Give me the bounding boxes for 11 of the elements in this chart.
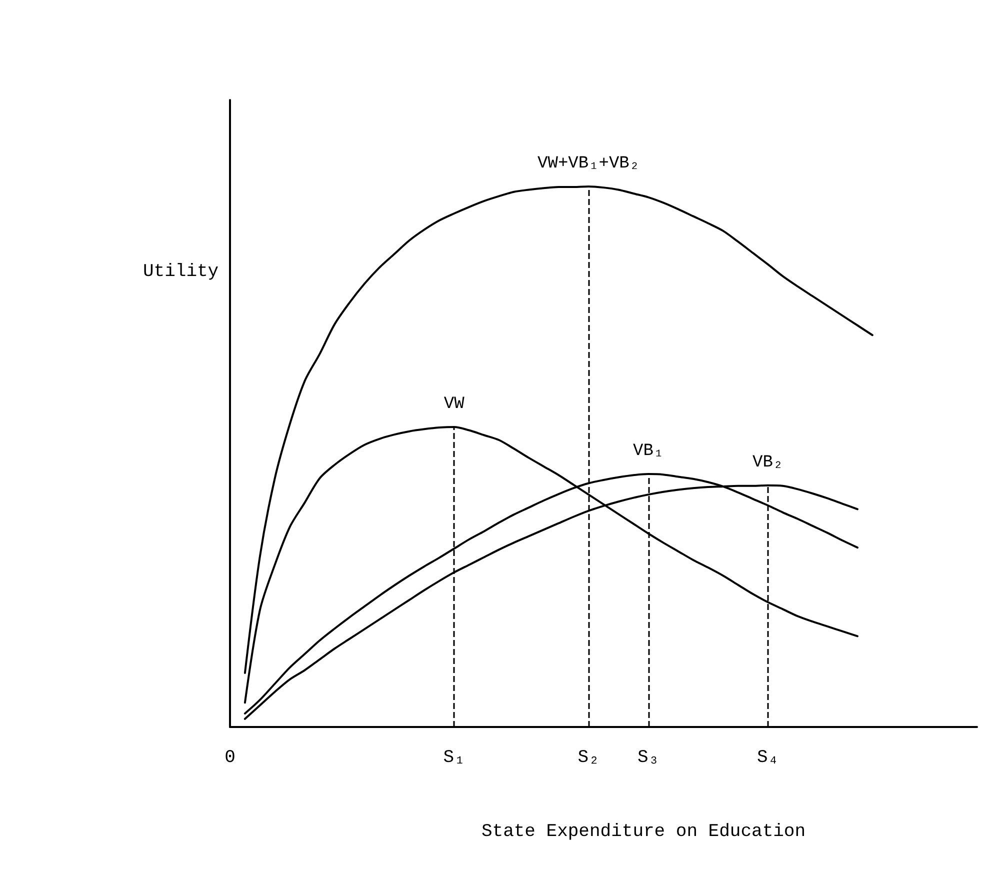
series-label: VW+VB₁+VB₂: [538, 154, 640, 174]
y-axis-title: Utility: [143, 262, 219, 282]
x-tick-label: S₁: [443, 748, 465, 768]
x-axis-title: State Expenditure on Education: [481, 822, 806, 842]
series-label: VW: [444, 395, 466, 414]
x-tick-label: 0: [224, 748, 236, 768]
x-tick-label: S₄: [757, 748, 779, 768]
series-label: VB₂: [752, 453, 784, 472]
x-tick-label: S₃: [638, 748, 660, 768]
series-label: VB₁: [633, 442, 664, 462]
x-tick-label: S₂: [578, 748, 600, 768]
